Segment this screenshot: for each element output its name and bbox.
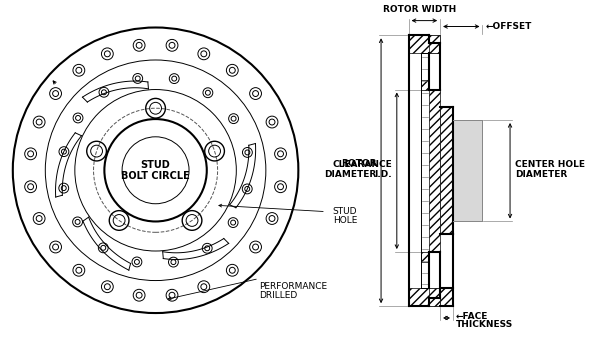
- Text: CLEARANCE: CLEARANCE: [332, 160, 392, 169]
- Polygon shape: [430, 35, 440, 53]
- Polygon shape: [409, 288, 440, 306]
- Text: THICKNESS: THICKNESS: [456, 320, 513, 329]
- Polygon shape: [440, 107, 453, 234]
- Text: I.D.: I.D.: [374, 170, 392, 179]
- Polygon shape: [430, 288, 440, 306]
- Text: PERFORMANCE: PERFORMANCE: [259, 282, 327, 291]
- Bar: [453, 120, 482, 221]
- Polygon shape: [430, 90, 440, 252]
- Text: STUD: STUD: [140, 160, 170, 170]
- Text: ←FACE: ←FACE: [456, 312, 488, 322]
- Polygon shape: [421, 252, 430, 262]
- Text: HOLE: HOLE: [333, 216, 357, 225]
- Text: ROTOR: ROTOR: [341, 159, 376, 168]
- Text: DIAMETER: DIAMETER: [515, 170, 567, 179]
- Polygon shape: [421, 80, 430, 90]
- Text: DRILLED: DRILLED: [259, 291, 297, 300]
- Polygon shape: [409, 35, 440, 53]
- Text: CENTER HOLE: CENTER HOLE: [515, 160, 585, 169]
- Text: BOLT CIRCLE: BOLT CIRCLE: [121, 171, 190, 181]
- Text: ←OFFSET: ←OFFSET: [485, 22, 532, 31]
- Polygon shape: [440, 288, 453, 306]
- Text: STUD: STUD: [333, 207, 358, 216]
- Text: DIAMETER: DIAMETER: [324, 170, 376, 179]
- Text: ROTOR WIDTH: ROTOR WIDTH: [383, 5, 456, 14]
